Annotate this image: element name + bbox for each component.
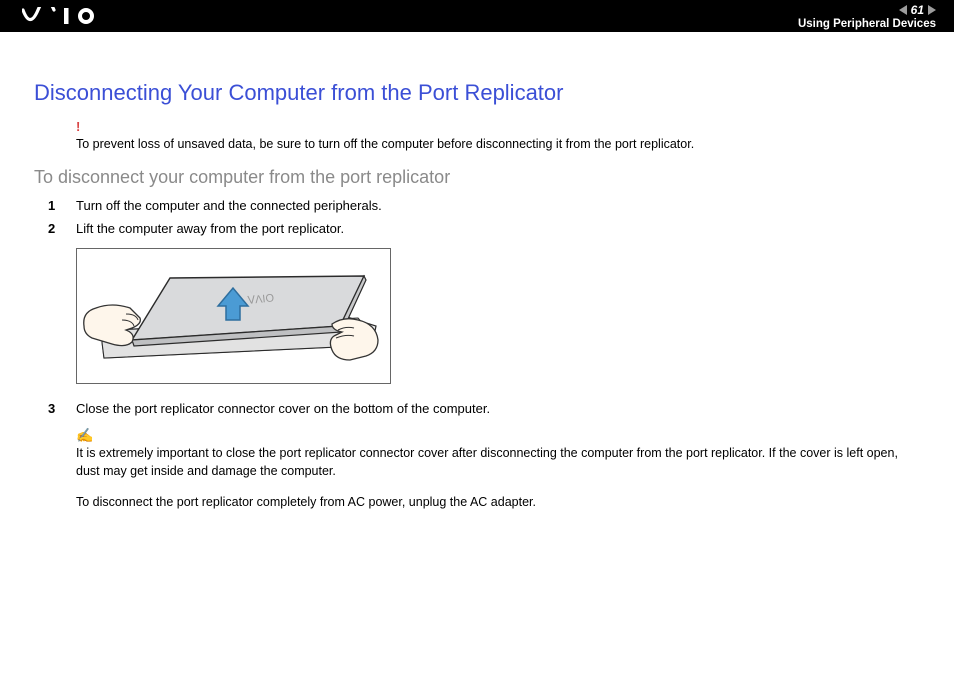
- step-text: Close the port replicator connector cove…: [76, 399, 490, 420]
- next-page-arrow-icon[interactable]: [928, 5, 936, 15]
- step-item: Close the port replicator connector cove…: [34, 399, 920, 420]
- illustration: ⅤΛIO: [76, 248, 920, 389]
- page-number: 61: [911, 3, 924, 17]
- page-content: Disconnecting Your Computer from the Por…: [0, 32, 954, 512]
- step-item: Lift the computer away from the port rep…: [34, 219, 920, 240]
- page-title: Disconnecting Your Computer from the Por…: [34, 80, 920, 106]
- note-text: It is extremely important to close the p…: [76, 444, 920, 482]
- note-block: ✍ It is extremely important to close the…: [34, 428, 920, 512]
- step-item: Turn off the computer and the connected …: [34, 196, 920, 217]
- section-subtitle: To disconnect your computer from the por…: [34, 167, 920, 188]
- breadcrumb[interactable]: Using Peripheral Devices: [798, 18, 936, 30]
- closing-text: To disconnect the port replicator comple…: [76, 493, 920, 512]
- page-navigator: 61: [899, 3, 936, 17]
- steps-list: Turn off the computer and the connected …: [34, 196, 920, 240]
- prev-page-arrow-icon[interactable]: [899, 5, 907, 15]
- step-text: Lift the computer away from the port rep…: [76, 219, 344, 240]
- header-right: 61 Using Peripheral Devices: [798, 3, 936, 30]
- step-text: Turn off the computer and the connected …: [76, 196, 382, 217]
- note-icon: ✍: [76, 428, 920, 442]
- warning-block: ! To prevent loss of unsaved data, be su…: [34, 120, 920, 153]
- steps-list-cont: Close the port replicator connector cove…: [34, 399, 920, 420]
- warning-text: To prevent loss of unsaved data, be sure…: [76, 135, 920, 153]
- vaio-logo: [22, 7, 108, 25]
- warning-icon: !: [76, 120, 920, 133]
- header-bar: 61 Using Peripheral Devices: [0, 0, 954, 32]
